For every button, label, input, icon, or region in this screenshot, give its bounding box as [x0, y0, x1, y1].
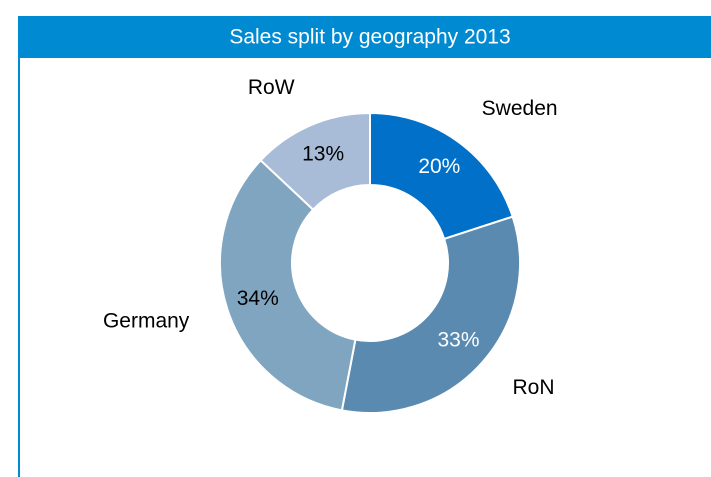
- donut-slice: [219, 158, 357, 412]
- chart-title: Sales split by geography 2013: [229, 26, 510, 49]
- donut-slice: [369, 111, 514, 241]
- value-label: 33%: [437, 329, 479, 352]
- left-border: [18, 58, 20, 477]
- value-label: 34%: [237, 287, 279, 310]
- category-label: RoN: [513, 376, 555, 399]
- header-bar: [18, 16, 711, 58]
- value-label: 13%: [302, 142, 344, 165]
- donut-slice: [340, 215, 521, 414]
- donut-slice: [259, 111, 371, 212]
- category-label: Sweden: [482, 97, 558, 120]
- category-label: Germany: [103, 309, 190, 332]
- value-label: 20%: [418, 155, 460, 178]
- category-label: RoW: [248, 76, 295, 99]
